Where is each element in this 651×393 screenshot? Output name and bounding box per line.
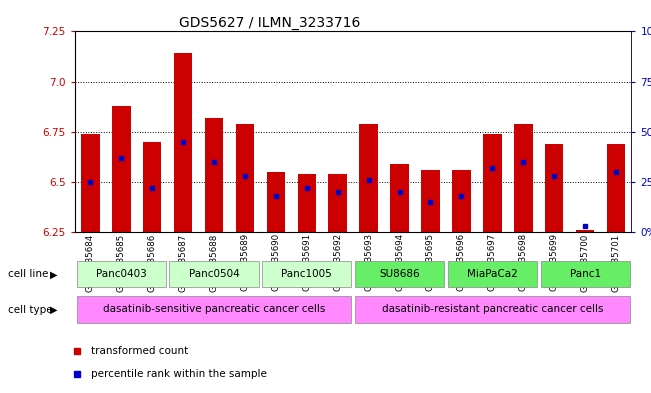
- Bar: [514, 124, 533, 232]
- Text: transformed count: transformed count: [91, 346, 188, 356]
- Text: ▶: ▶: [50, 305, 58, 315]
- Bar: [174, 53, 193, 232]
- Bar: [112, 106, 131, 232]
- Text: SU8686: SU8686: [380, 269, 420, 279]
- Bar: [391, 164, 409, 232]
- Text: percentile rank within the sample: percentile rank within the sample: [91, 369, 267, 379]
- Text: ▶: ▶: [50, 269, 58, 279]
- Text: Panc0403: Panc0403: [96, 269, 146, 279]
- Text: Panc1005: Panc1005: [281, 269, 332, 279]
- Text: cell line: cell line: [8, 269, 48, 279]
- Bar: [359, 124, 378, 232]
- Text: Panc0504: Panc0504: [189, 269, 240, 279]
- Title: GDS5627 / ILMN_3233716: GDS5627 / ILMN_3233716: [179, 17, 361, 30]
- Bar: [143, 141, 161, 232]
- Bar: [298, 174, 316, 232]
- Bar: [540, 261, 630, 287]
- Bar: [421, 170, 440, 232]
- Text: MiaPaCa2: MiaPaCa2: [467, 269, 518, 279]
- Text: cell type: cell type: [8, 305, 53, 315]
- Bar: [575, 230, 594, 232]
- Bar: [607, 144, 625, 232]
- Text: Panc1: Panc1: [570, 269, 601, 279]
- Bar: [355, 261, 444, 287]
- Bar: [329, 174, 347, 232]
- Bar: [452, 170, 471, 232]
- Bar: [77, 296, 352, 323]
- Text: dasatinib-sensitive pancreatic cancer cells: dasatinib-sensitive pancreatic cancer ce…: [103, 305, 326, 314]
- Bar: [262, 261, 352, 287]
- Bar: [77, 261, 166, 287]
- Bar: [355, 296, 630, 323]
- Bar: [81, 134, 100, 232]
- Bar: [448, 261, 537, 287]
- Bar: [205, 118, 223, 232]
- Bar: [483, 134, 501, 232]
- Bar: [267, 172, 285, 232]
- Bar: [545, 144, 563, 232]
- Bar: [169, 261, 258, 287]
- Text: dasatinib-resistant pancreatic cancer cells: dasatinib-resistant pancreatic cancer ce…: [381, 305, 603, 314]
- Bar: [236, 124, 254, 232]
